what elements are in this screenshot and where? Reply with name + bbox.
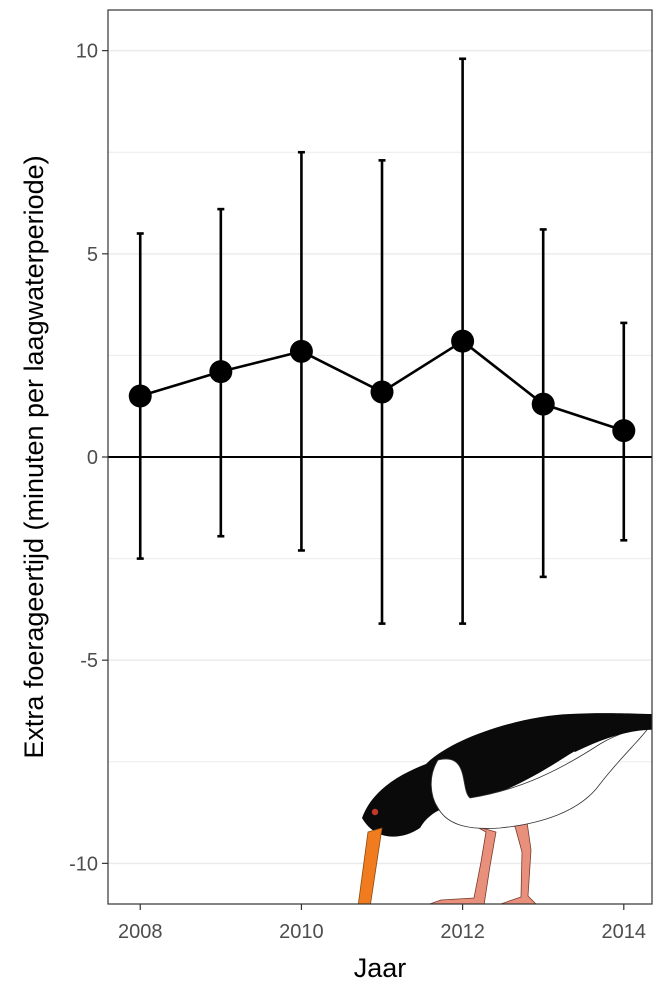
data-points xyxy=(128,329,636,443)
data-point xyxy=(289,339,313,363)
minor-gridlines xyxy=(108,151,652,763)
bird-belly xyxy=(430,725,651,829)
data-point xyxy=(451,329,475,353)
error-bars xyxy=(136,57,628,625)
y-axis-title: Extra foerageertijd (minuten per laagwat… xyxy=(19,155,49,758)
y-tick-label: 5 xyxy=(87,244,98,266)
y-tick-label: 0 xyxy=(87,447,98,469)
x-tick-label: 2014 xyxy=(602,921,647,943)
data-point xyxy=(128,384,152,408)
bird-eye xyxy=(371,808,379,816)
bird-back-leg xyxy=(428,825,497,904)
bird-front-leg xyxy=(499,817,537,904)
data-point xyxy=(531,392,555,416)
y-tick-label: -10 xyxy=(69,853,98,875)
x-axis-ticks: 2008 2010 2012 2014 xyxy=(118,904,646,943)
data-point xyxy=(209,360,233,384)
x-tick-label: 2012 xyxy=(440,921,485,943)
y-tick-label: 10 xyxy=(76,41,98,63)
x-tick-label: 2008 xyxy=(118,921,163,943)
y-tick-label: -5 xyxy=(80,650,98,672)
x-tick-label: 2010 xyxy=(279,921,324,943)
x-axis-title: Jaar xyxy=(354,953,407,982)
bird-bill xyxy=(357,827,383,904)
y-axis-ticks: -10 -5 0 5 10 xyxy=(69,41,108,875)
data-point xyxy=(370,380,394,404)
oystercatcher-illustration xyxy=(357,713,652,904)
data-point xyxy=(612,419,636,443)
bird-wing-tip xyxy=(560,720,652,752)
